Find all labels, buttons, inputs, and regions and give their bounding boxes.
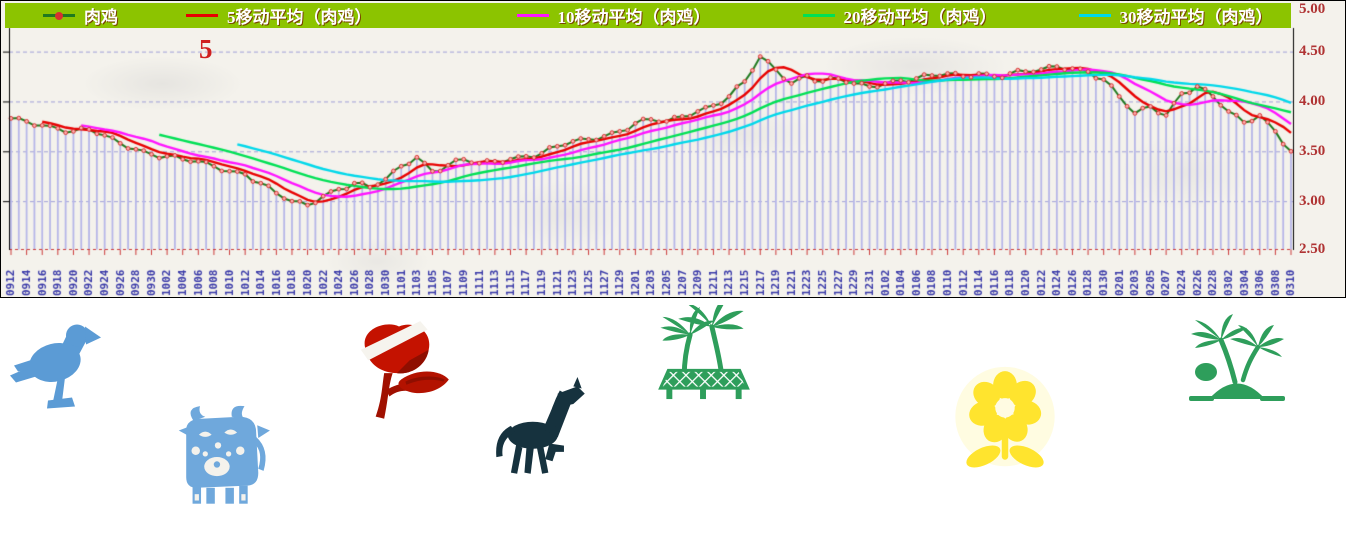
ma30-line-swatch-icon bbox=[1078, 14, 1111, 17]
legend-item-ma10: 10移动平均（肉鸡） bbox=[516, 3, 711, 28]
chart-window: 肉鸡 5移动平均（肉鸡） 10移动平均（肉鸡） 20移动平均（肉鸡） 30移动平… bbox=[0, 0, 1346, 298]
legend-label: 30移动平均（肉鸡） bbox=[1119, 8, 1273, 27]
legend-item-price: 肉鸡 bbox=[43, 3, 118, 28]
ma20-line-swatch-icon bbox=[802, 14, 835, 17]
legend-item-ma30: 30移动平均（肉鸡） bbox=[1078, 3, 1273, 28]
price-chart-canvas bbox=[1, 1, 1345, 297]
price-line-swatch-icon bbox=[43, 11, 75, 20]
y-axis-tick-label: 4.50 bbox=[1299, 43, 1326, 59]
palm-island-clipart bbox=[1178, 308, 1296, 408]
horse-clipart bbox=[487, 376, 591, 482]
legend-item-ma20: 20移动平均（肉鸡） bbox=[802, 3, 997, 28]
price-marker-dot-icon bbox=[55, 11, 63, 20]
ox-papercut-clipart bbox=[165, 400, 271, 512]
dove-clipart bbox=[8, 313, 108, 418]
y-axis-tick-label: 2.50 bbox=[1299, 241, 1326, 257]
legend-item-ma5: 5移动平均（肉鸡） bbox=[186, 3, 372, 28]
legend-label: 20移动平均（肉鸡） bbox=[843, 8, 997, 27]
chart-annotation: 5 bbox=[199, 34, 213, 64]
y-axis-tick-label: 5.00 bbox=[1299, 1, 1326, 17]
ma10-line-swatch-icon bbox=[516, 14, 549, 17]
sunflower-clipart bbox=[951, 364, 1059, 482]
ma5-line-swatch-icon bbox=[186, 14, 218, 17]
y-axis-tick-label: 3.50 bbox=[1299, 143, 1326, 159]
rose-clipart bbox=[346, 316, 452, 426]
palm-hammock-clipart bbox=[653, 305, 755, 404]
y-axis-tick-label: 3.00 bbox=[1299, 193, 1326, 209]
legend-label: 肉鸡 bbox=[84, 8, 118, 27]
legend-label: 5移动平均（肉鸡） bbox=[227, 8, 372, 27]
legend-label: 10移动平均（肉鸡） bbox=[557, 8, 711, 27]
y-axis-tick-label: 4.00 bbox=[1299, 93, 1326, 109]
chart-legend-bar: 肉鸡 5移动平均（肉鸡） 10移动平均（肉鸡） 20移动平均（肉鸡） 30移动平… bbox=[5, 3, 1291, 28]
